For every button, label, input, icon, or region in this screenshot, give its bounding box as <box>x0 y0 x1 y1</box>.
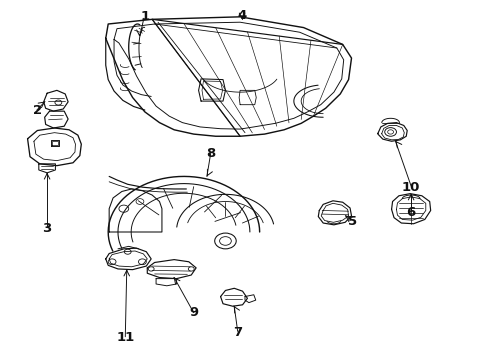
Text: 4: 4 <box>238 9 247 22</box>
Text: 1: 1 <box>140 10 149 23</box>
Text: 10: 10 <box>402 181 420 194</box>
Text: 11: 11 <box>116 331 134 344</box>
Text: 2: 2 <box>33 104 42 117</box>
Text: 9: 9 <box>189 306 198 319</box>
Text: 8: 8 <box>206 147 216 159</box>
Text: 3: 3 <box>43 222 52 235</box>
Text: 6: 6 <box>407 206 416 219</box>
Text: 7: 7 <box>233 326 242 339</box>
Text: 5: 5 <box>348 215 357 228</box>
